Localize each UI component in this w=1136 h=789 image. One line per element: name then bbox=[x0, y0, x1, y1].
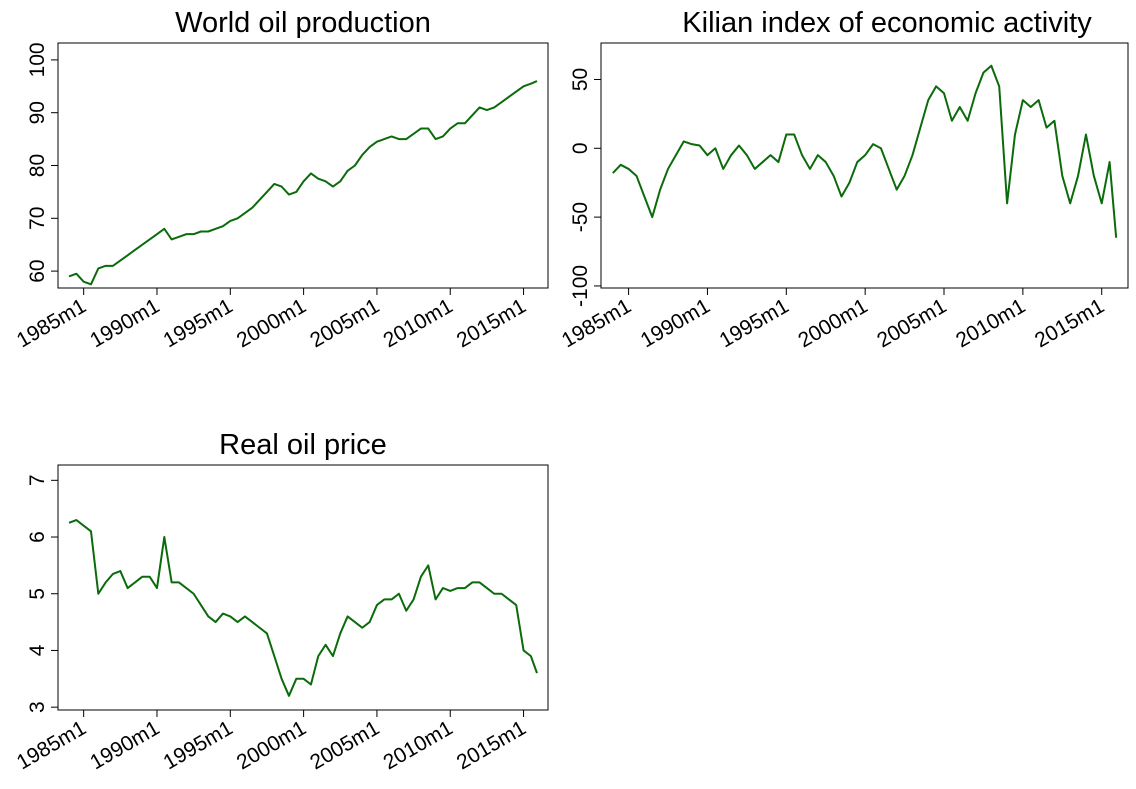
data-line bbox=[68, 80, 538, 286]
x-tick-label: 2005m1 bbox=[873, 294, 950, 352]
plot-frame bbox=[57, 42, 549, 289]
x-tick-label: 1985m1 bbox=[13, 716, 90, 774]
y-tick-label: 60 bbox=[26, 259, 49, 282]
data-line bbox=[68, 519, 538, 697]
x-tick-label: 1995m1 bbox=[160, 294, 237, 352]
y-tick-label: -100 bbox=[569, 265, 592, 307]
panel-title: Kilian index of economic activity bbox=[682, 7, 1092, 39]
x-tick-label: 2000m1 bbox=[233, 716, 310, 774]
x-tick-label: 2010m1 bbox=[380, 294, 457, 352]
x-tick-label: 2010m1 bbox=[952, 294, 1029, 352]
y-tick-label: 0 bbox=[569, 142, 592, 154]
y-tick-label: 100 bbox=[26, 42, 49, 77]
y-tick-label: 70 bbox=[26, 207, 49, 230]
y-tick-label: -50 bbox=[569, 202, 592, 232]
x-tick-label: 2005m1 bbox=[306, 716, 383, 774]
y-tick-label: 3 bbox=[26, 701, 49, 713]
x-tick-label: 1990m1 bbox=[86, 716, 163, 774]
panel: World oil production607080901001985m1199… bbox=[13, 7, 549, 352]
panel-title: World oil production bbox=[175, 7, 431, 39]
x-tick-label: 2000m1 bbox=[233, 294, 310, 352]
x-tick-label: 2015m1 bbox=[1031, 294, 1108, 352]
y-tick-label: 90 bbox=[26, 101, 49, 124]
panel: Kilian index of economic activity 50 0 -50 -… bbox=[558, 7, 1129, 352]
x-tick-label: 1995m1 bbox=[160, 716, 237, 774]
x-tick-label: 1990m1 bbox=[86, 294, 163, 352]
x-tick-label: 2010m1 bbox=[380, 716, 457, 774]
y-tick-label: 5 bbox=[26, 588, 49, 600]
x-tick-label: 1995m1 bbox=[716, 294, 793, 352]
y-tick-label: 4 bbox=[26, 644, 49, 656]
data-line bbox=[612, 64, 1118, 238]
panel-title: Real oil price bbox=[219, 429, 387, 461]
x-tick-label: 2015m1 bbox=[453, 294, 530, 352]
x-tick-label: 1985m1 bbox=[13, 294, 90, 352]
y-tick-label: 50 bbox=[569, 68, 592, 91]
x-tick-label: 1990m1 bbox=[637, 294, 714, 352]
x-tick-label: 2015m1 bbox=[453, 716, 530, 774]
plot-frame bbox=[600, 42, 1129, 289]
plot-frame bbox=[57, 464, 549, 711]
y-tick-label: 7 bbox=[26, 474, 49, 486]
x-tick-label: 2000m1 bbox=[794, 294, 871, 352]
y-tick-label: 80 bbox=[26, 154, 49, 177]
x-tick-label: 2005m1 bbox=[306, 294, 383, 352]
panel: Real oil price345671985m11990m11995m1200… bbox=[13, 429, 549, 774]
y-tick-label: 6 bbox=[26, 531, 49, 543]
